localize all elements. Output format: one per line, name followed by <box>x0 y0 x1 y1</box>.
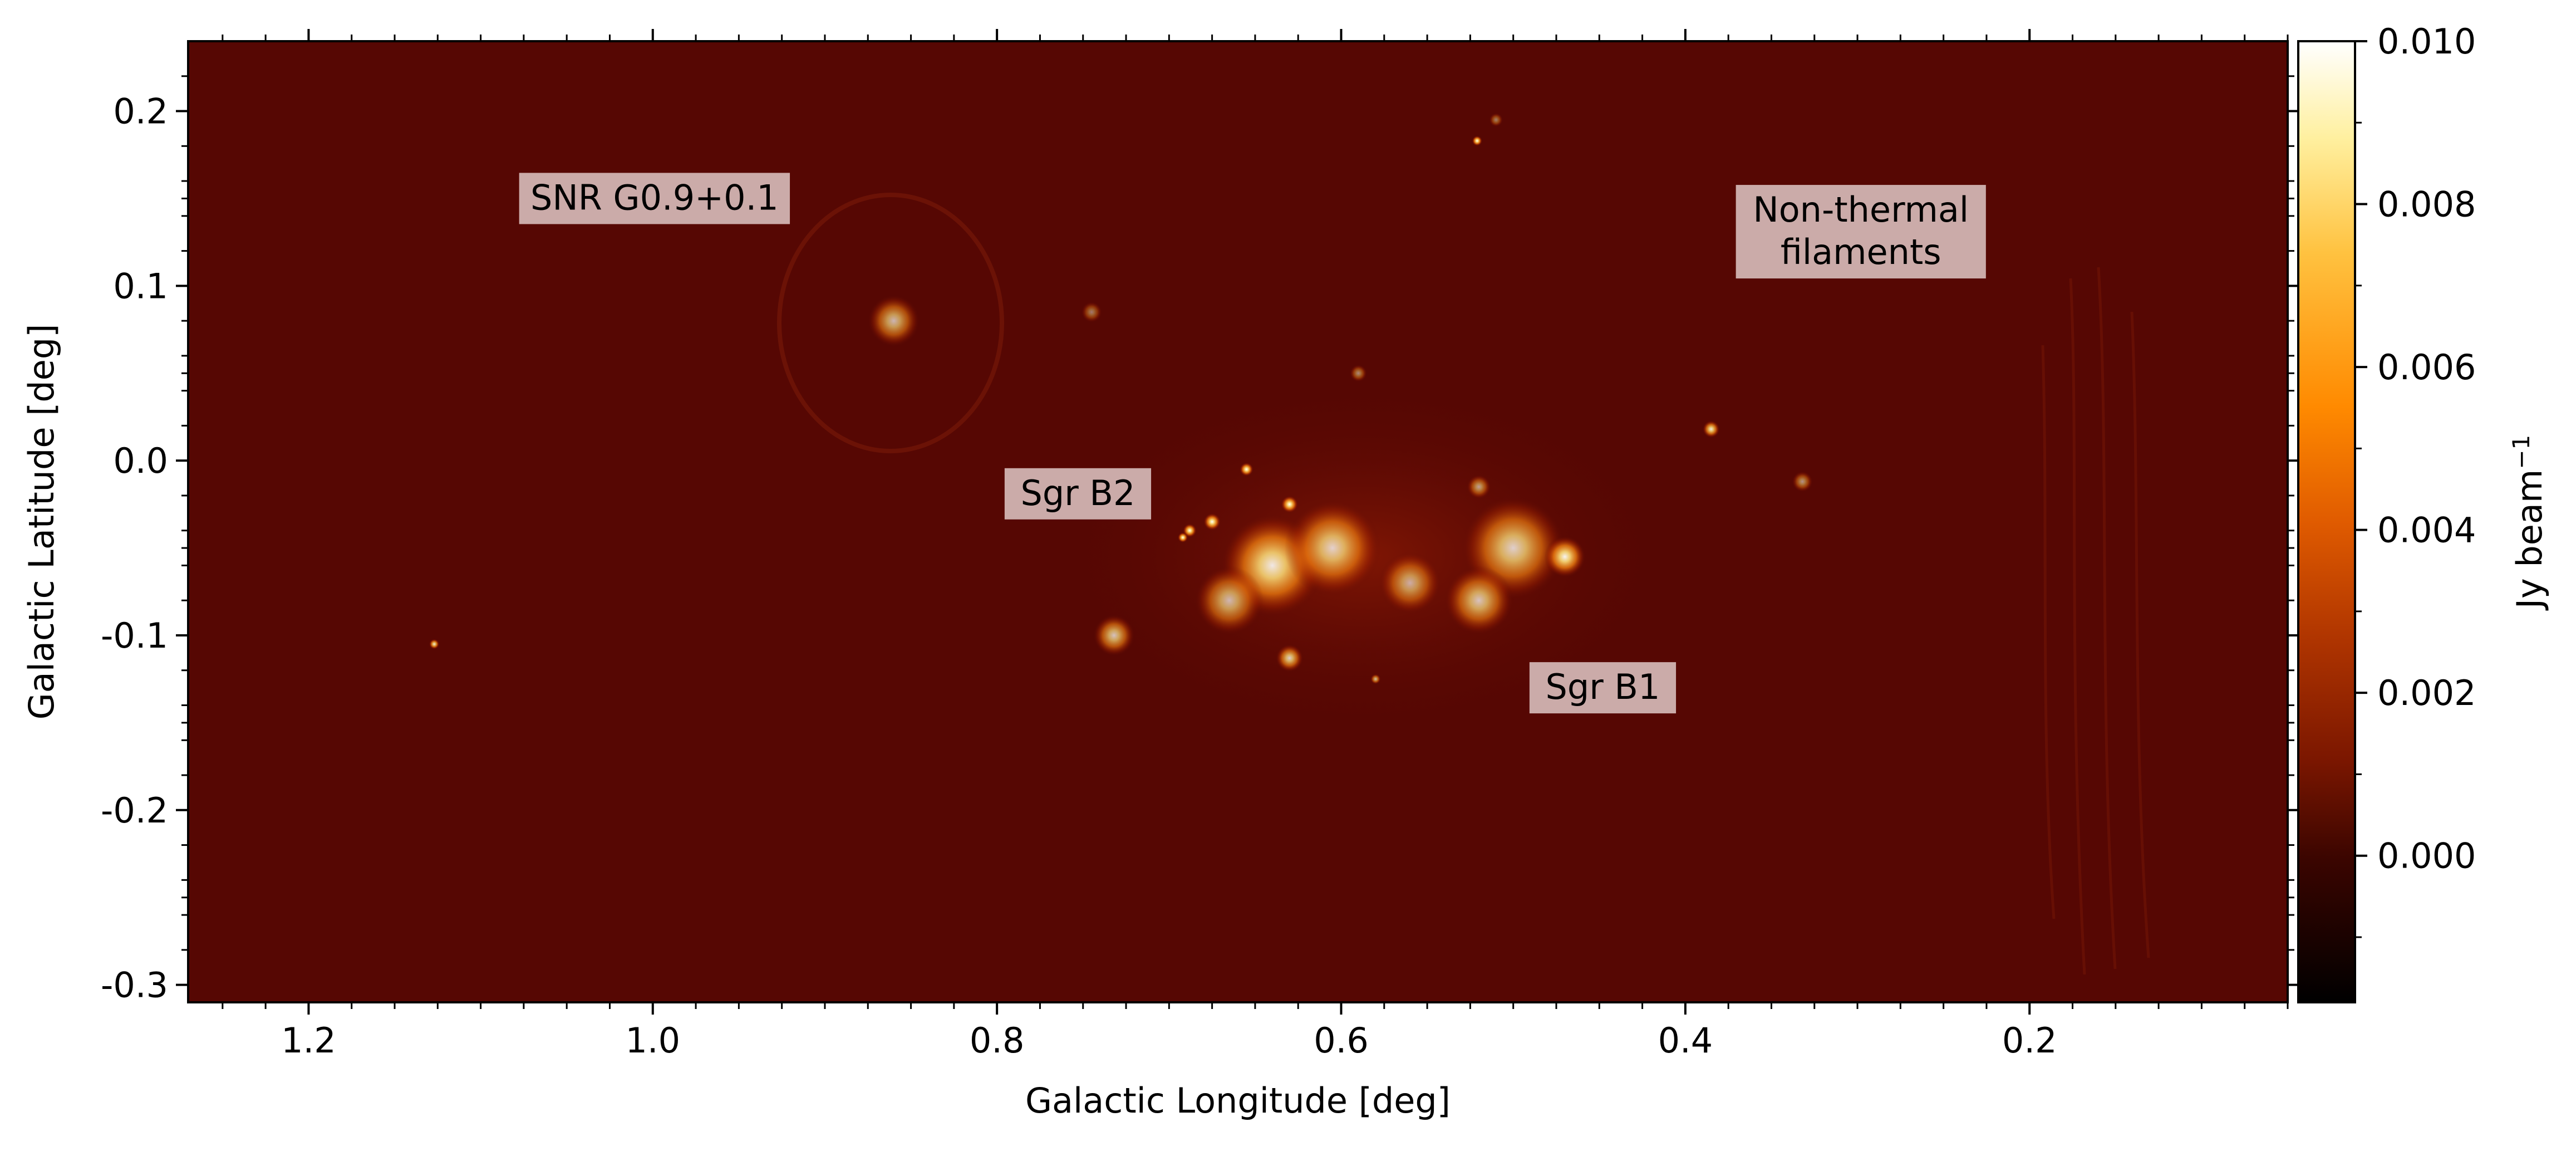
emission-source-11 <box>1177 532 1188 543</box>
annotation-text: Sgr B1 <box>1546 667 1660 707</box>
emission-source-5 <box>1472 135 1483 146</box>
colorbar-tick-label: 0.010 <box>2377 21 2476 62</box>
emission-source-15 <box>1544 536 1586 577</box>
colorbar-label: Jy beam−1 <box>2508 435 2550 611</box>
colorbar-tick-label: 0.008 <box>2377 184 2476 225</box>
y-tick-label: -0.3 <box>101 965 168 1006</box>
annotation-box <box>1736 185 1986 279</box>
emission-source-9 <box>1203 513 1221 531</box>
non-thermal-filaments <box>2041 267 2150 975</box>
x-tick-label: 0.6 <box>1314 1020 1369 1061</box>
annotation-box <box>519 173 790 224</box>
colorbar-tick-label: 0.004 <box>2377 510 2476 551</box>
colorbar: 0.000 0.002 0.004 0.006 0.008 0.010 Jy beam−1 <box>2297 21 2550 1003</box>
emission-source-13 <box>1284 499 1381 596</box>
emission-source-17 <box>1379 552 1441 614</box>
y-tick-label: -0.2 <box>101 790 168 831</box>
annotation-text: filaments <box>1781 232 1941 272</box>
emission-source-1 <box>868 295 920 347</box>
emission-source-21 <box>1081 301 1102 322</box>
emission-source-2 <box>1702 420 1720 438</box>
annotation-text: Sgr B2 <box>1021 473 1135 513</box>
emission-source-23 <box>1467 474 1491 499</box>
emission-source-22 <box>1489 112 1503 127</box>
emission-source-20 <box>1349 364 1367 382</box>
emission-sources <box>429 112 1813 684</box>
x-axis: 1.2 1.0 0.8 0.6 0.4 0.2 <box>222 29 2289 1061</box>
emission-source-19 <box>1276 644 1304 672</box>
y-tick-label: 0.1 <box>113 266 168 306</box>
emission-source-16 <box>1444 566 1513 635</box>
x-tick-label: 0.2 <box>2002 1020 2057 1061</box>
annotation-0: SNR G0.9+0.1 <box>519 173 790 224</box>
x-axis-label: Galactic Longitude [deg] <box>1025 1080 1451 1121</box>
y-tick-label: -0.1 <box>101 615 168 656</box>
y-axis-label: Galactic Latitude [deg] <box>21 324 62 720</box>
emission-source-8 <box>1281 496 1299 513</box>
colorbar-ticks: 0.000 0.002 0.004 0.006 0.008 0.010 <box>2355 21 2476 938</box>
annotation-box <box>1004 468 1152 520</box>
y-axis: 0.2 0.1 0.0 -0.1 -0.2 -0.3 <box>101 75 2300 1006</box>
x-tick-label: 1.2 <box>281 1020 336 1061</box>
emission-source-18 <box>1194 566 1264 635</box>
colorbar-tick-label: 0.006 <box>2377 347 2476 388</box>
x-tick-label: 1.0 <box>625 1020 680 1061</box>
annotation-3: Sgr B1 <box>1529 662 1677 714</box>
emission-source-24 <box>1370 674 1381 684</box>
emission-source-3 <box>1093 614 1135 657</box>
x-tick-label: 0.4 <box>1658 1020 1713 1061</box>
x-tick-label: 0.8 <box>970 1020 1025 1061</box>
map-frame <box>187 40 2289 1003</box>
colorbar-gradient <box>2297 40 2356 1003</box>
annotation-2: Sgr B2 <box>1004 468 1152 520</box>
annotation-box <box>1529 662 1677 714</box>
annotation-text: SNR G0.9+0.1 <box>530 177 779 218</box>
y-tick-label: 0.0 <box>113 440 168 481</box>
emission-source-4 <box>429 639 440 649</box>
colorbar-tick-label: 0.000 <box>2377 836 2476 876</box>
colorbar-tick-label: 0.002 <box>2377 673 2476 713</box>
y-tick-label: 0.2 <box>113 91 168 132</box>
emission-source-6 <box>1792 471 1813 492</box>
snr-shell <box>777 193 1004 453</box>
annotation-text: Non-thermal <box>1753 189 1969 230</box>
emission-source-7 <box>1240 462 1253 477</box>
